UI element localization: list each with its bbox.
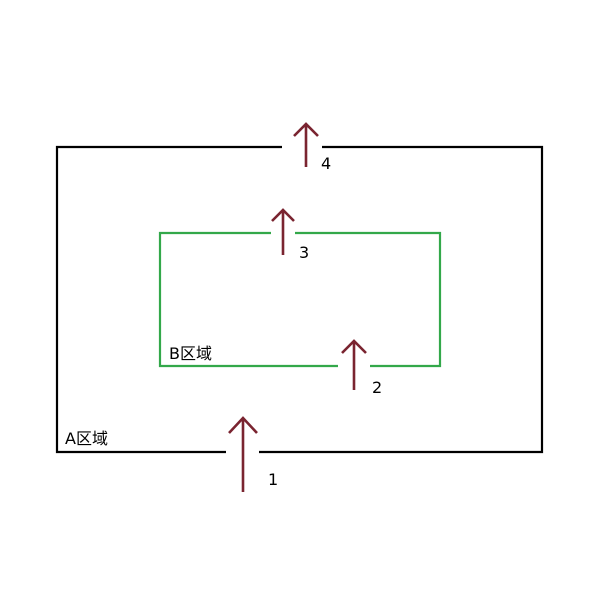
arrow-2: 2: [341, 339, 382, 397]
arrow-4-shape: [293, 122, 319, 167]
arrow-2-label: 2: [372, 378, 382, 397]
region-b-border: [158, 231, 442, 368]
arrow-1: 1: [228, 416, 278, 492]
region-a-border: [55, 145, 544, 454]
arrow-4: 4: [293, 122, 331, 173]
arrow-3-label: 3: [299, 243, 309, 262]
region-b-label: B区域: [169, 344, 212, 363]
arrow-2-shape: [341, 339, 367, 390]
arrow-1-shape: [228, 416, 258, 492]
arrow-3-shape: [271, 208, 295, 255]
arrow-4-label: 4: [321, 154, 331, 173]
arrow-3: 3: [271, 208, 309, 262]
arrow-1-label: 1: [268, 470, 278, 489]
region-a: A区域: [55, 145, 544, 454]
region-a-label: A区域: [65, 429, 108, 448]
region-b: B区域: [158, 231, 442, 368]
